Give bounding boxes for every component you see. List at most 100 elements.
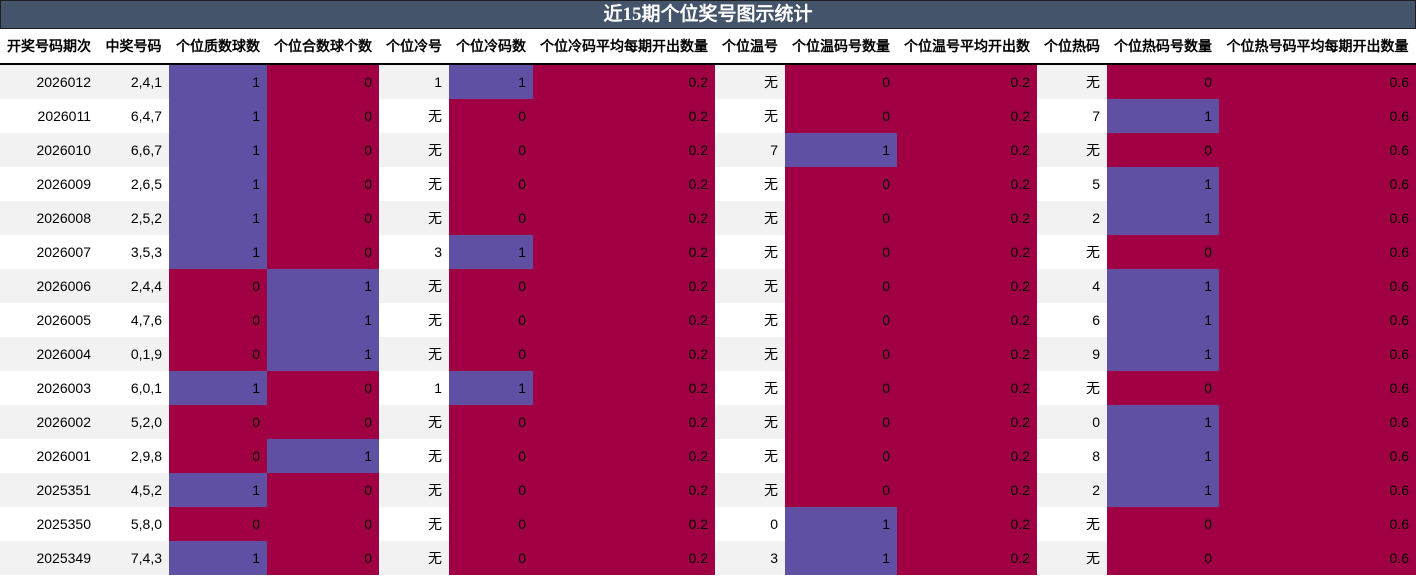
cell-warm-avg[interactable]: 0.2: [897, 303, 1037, 337]
col-header-cold-number[interactable]: 个位冷号: [379, 29, 449, 65]
cell-hot-number[interactable]: 5: [1037, 167, 1107, 201]
cell-cold-count[interactable]: 0: [449, 507, 533, 541]
cell-issue[interactable]: 2026008: [0, 201, 98, 235]
cell-winning-number[interactable]: 5,2,0: [98, 405, 169, 439]
cell-warm-avg[interactable]: 0.2: [897, 167, 1037, 201]
cell-composite-count[interactable]: 0: [267, 473, 379, 507]
cell-composite-count[interactable]: 0: [267, 167, 379, 201]
cell-cold-number[interactable]: 无: [379, 541, 449, 575]
cell-warm-avg[interactable]: 0.2: [897, 201, 1037, 235]
cell-prime-count[interactable]: 0: [169, 439, 267, 473]
cell-warm-count[interactable]: 0: [785, 473, 897, 507]
cell-composite-count[interactable]: 1: [267, 337, 379, 371]
cell-prime-count[interactable]: 1: [169, 167, 267, 201]
cell-warm-number[interactable]: 无: [715, 64, 785, 99]
cell-warm-avg[interactable]: 0.2: [897, 371, 1037, 405]
cell-hot-count[interactable]: 0: [1107, 541, 1219, 575]
cell-hot-avg[interactable]: 0.6: [1219, 269, 1416, 303]
cell-hot-number[interactable]: 4: [1037, 269, 1107, 303]
cell-composite-count[interactable]: 0: [267, 371, 379, 405]
cell-prime-count[interactable]: 1: [169, 133, 267, 167]
cell-warm-avg[interactable]: 0.2: [897, 64, 1037, 99]
cell-warm-avg[interactable]: 0.2: [897, 405, 1037, 439]
cell-issue[interactable]: 2026004: [0, 337, 98, 371]
cell-warm-avg[interactable]: 0.2: [897, 235, 1037, 269]
cell-winning-number[interactable]: 2,9,8: [98, 439, 169, 473]
cell-cold-avg[interactable]: 0.2: [533, 167, 715, 201]
cell-cold-avg[interactable]: 0.2: [533, 269, 715, 303]
cell-composite-count[interactable]: 0: [267, 405, 379, 439]
cell-warm-count[interactable]: 0: [785, 269, 897, 303]
cell-warm-number[interactable]: 无: [715, 269, 785, 303]
cell-hot-count[interactable]: 1: [1107, 337, 1219, 371]
cell-issue[interactable]: 2025350: [0, 507, 98, 541]
cell-winning-number[interactable]: 5,8,0: [98, 507, 169, 541]
cell-cold-avg[interactable]: 0.2: [533, 541, 715, 575]
cell-hot-number[interactable]: 无: [1037, 133, 1107, 167]
cell-cold-avg[interactable]: 0.2: [533, 507, 715, 541]
cell-hot-avg[interactable]: 0.6: [1219, 371, 1416, 405]
cell-warm-avg[interactable]: 0.2: [897, 337, 1037, 371]
cell-cold-number[interactable]: 3: [379, 235, 449, 269]
cell-hot-avg[interactable]: 0.6: [1219, 507, 1416, 541]
cell-warm-avg[interactable]: 0.2: [897, 99, 1037, 133]
cell-hot-count[interactable]: 0: [1107, 235, 1219, 269]
cell-warm-avg[interactable]: 0.2: [897, 133, 1037, 167]
cell-cold-number[interactable]: 1: [379, 371, 449, 405]
cell-cold-number[interactable]: 无: [379, 269, 449, 303]
col-header-warm-number[interactable]: 个位温号: [715, 29, 785, 65]
cell-cold-avg[interactable]: 0.2: [533, 201, 715, 235]
cell-warm-number[interactable]: 0: [715, 507, 785, 541]
cell-cold-count[interactable]: 0: [449, 541, 533, 575]
cell-hot-number[interactable]: 8: [1037, 439, 1107, 473]
cell-warm-avg[interactable]: 0.2: [897, 473, 1037, 507]
cell-hot-avg[interactable]: 0.6: [1219, 337, 1416, 371]
cell-cold-count[interactable]: 0: [449, 473, 533, 507]
cell-warm-number[interactable]: 无: [715, 473, 785, 507]
cell-prime-count[interactable]: 0: [169, 405, 267, 439]
col-header-hot-avg[interactable]: 个位热号码平均每期开出数量: [1219, 29, 1416, 65]
cell-hot-avg[interactable]: 0.6: [1219, 235, 1416, 269]
cell-cold-avg[interactable]: 0.2: [533, 337, 715, 371]
cell-hot-number[interactable]: 无: [1037, 541, 1107, 575]
cell-issue[interactable]: 2026007: [0, 235, 98, 269]
cell-hot-number[interactable]: 7: [1037, 99, 1107, 133]
cell-prime-count[interactable]: 0: [169, 269, 267, 303]
cell-winning-number[interactable]: 2,5,2: [98, 201, 169, 235]
cell-prime-count[interactable]: 1: [169, 235, 267, 269]
col-header-cold-avg[interactable]: 个位冷码平均每期开出数量: [533, 29, 715, 65]
cell-warm-avg[interactable]: 0.2: [897, 439, 1037, 473]
cell-winning-number[interactable]: 6,4,7: [98, 99, 169, 133]
cell-cold-number[interactable]: 无: [379, 99, 449, 133]
cell-issue[interactable]: 2026006: [0, 269, 98, 303]
cell-issue[interactable]: 2026010: [0, 133, 98, 167]
cell-composite-count[interactable]: 1: [267, 439, 379, 473]
cell-prime-count[interactable]: 1: [169, 473, 267, 507]
cell-cold-number[interactable]: 无: [379, 303, 449, 337]
cell-composite-count[interactable]: 0: [267, 235, 379, 269]
cell-hot-count[interactable]: 1: [1107, 269, 1219, 303]
cell-hot-count[interactable]: 1: [1107, 201, 1219, 235]
cell-hot-avg[interactable]: 0.6: [1219, 64, 1416, 99]
cell-issue[interactable]: 2026003: [0, 371, 98, 405]
cell-cold-number[interactable]: 无: [379, 337, 449, 371]
cell-issue[interactable]: 2026001: [0, 439, 98, 473]
cell-cold-avg[interactable]: 0.2: [533, 99, 715, 133]
cell-cold-number[interactable]: 无: [379, 473, 449, 507]
cell-cold-number[interactable]: 1: [379, 64, 449, 99]
cell-hot-avg[interactable]: 0.6: [1219, 201, 1416, 235]
cell-warm-number[interactable]: 无: [715, 439, 785, 473]
cell-cold-number[interactable]: 无: [379, 167, 449, 201]
cell-warm-count[interactable]: 1: [785, 541, 897, 575]
cell-warm-number[interactable]: 无: [715, 201, 785, 235]
cell-cold-count[interactable]: 1: [449, 235, 533, 269]
cell-hot-count[interactable]: 1: [1107, 405, 1219, 439]
cell-warm-count[interactable]: 0: [785, 99, 897, 133]
cell-cold-count[interactable]: 0: [449, 99, 533, 133]
cell-hot-count[interactable]: 1: [1107, 303, 1219, 337]
cell-hot-avg[interactable]: 0.6: [1219, 133, 1416, 167]
cell-warm-number[interactable]: 无: [715, 405, 785, 439]
cell-cold-avg[interactable]: 0.2: [533, 371, 715, 405]
cell-hot-count[interactable]: 1: [1107, 473, 1219, 507]
col-header-warm-avg[interactable]: 个位温号平均开出数: [897, 29, 1037, 65]
